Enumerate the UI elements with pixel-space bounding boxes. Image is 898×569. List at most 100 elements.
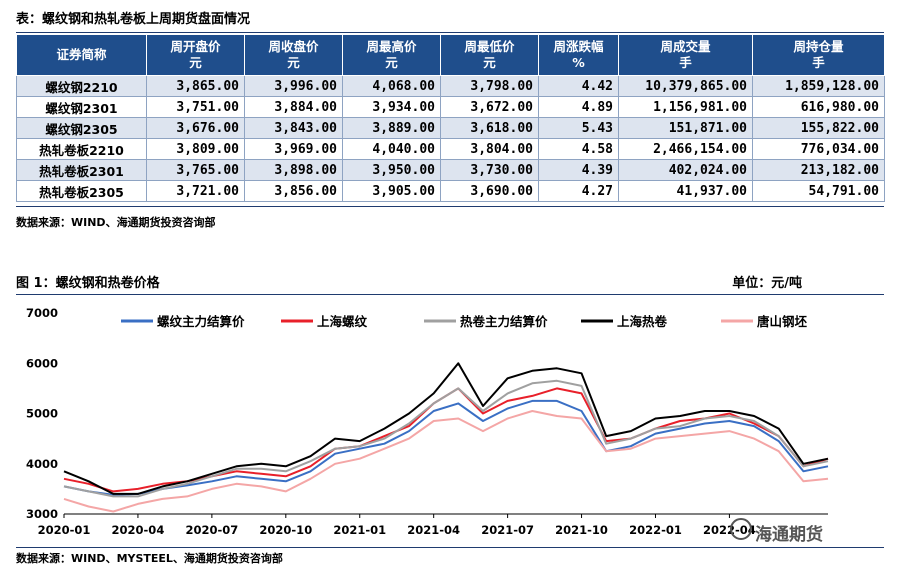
table-source: 数据来源：WIND、海通期货投资咨询部	[16, 216, 216, 229]
header-unit: 元	[385, 55, 398, 70]
value-cell: 3,798.00	[440, 75, 539, 97]
price-line-chart: 3000 4000 5000 6000 7000 2020-01 2020-04 2020-0…	[26, 306, 829, 537]
legend-label: 上海螺纹	[317, 314, 368, 329]
value-cell: 3,843.00	[244, 117, 343, 139]
header-unit: 手	[812, 55, 825, 70]
figure-caption: 图 1：螺纹钢和热卷价格	[16, 276, 160, 291]
table-top-rule	[16, 32, 884, 33]
y-tick-label: 3000	[26, 507, 58, 521]
value-cell: 3,730.00	[440, 159, 539, 181]
table-header-row: 证券简称 周开盘价元周收盘价元周最高价元周最低价元周涨跌幅% 周成交量手周持仓量手	[16, 34, 885, 76]
value-cell: 402,024.00	[618, 159, 753, 181]
header-unit: 元	[287, 55, 300, 70]
figure-bottom-rule	[16, 547, 884, 548]
x-tick-label: 2020-07	[185, 523, 238, 537]
table-header-cell: 周收盘价元	[244, 34, 343, 76]
table-bottom-rule	[16, 206, 884, 207]
value-cell: 10,379,865.00	[618, 75, 753, 97]
header-label: 周最高价	[366, 39, 417, 54]
table-header-cell: 周持仓量手	[752, 34, 885, 76]
header-unit: 手	[679, 55, 692, 70]
value-cell: 4.27	[538, 180, 619, 202]
value-cell: 4.39	[538, 159, 619, 181]
x-tick-label: 2021-04	[407, 523, 460, 537]
y-tick-label: 4000	[26, 457, 58, 471]
table-caption: 表：螺纹钢和热轧卷板上周期货盘面情况	[16, 12, 251, 27]
value-cell: 776,034.00	[752, 138, 885, 160]
header-unit: 元	[483, 55, 496, 70]
legend-label: 螺纹主力结算价	[157, 314, 245, 329]
series-line	[63, 379, 829, 498]
table-header-cell: 周最高价元	[342, 34, 441, 76]
y-tick-label: 6000	[26, 356, 58, 370]
table-row: 热轧卷板2305 3,721.00 3,856.00 3,905.00 3,690.00…	[16, 180, 885, 202]
x-tick-label: 2020-01	[38, 523, 91, 537]
value-cell: 3,751.00	[146, 96, 245, 118]
value-cell: 3,884.00	[244, 96, 343, 118]
x-tick-label: 2021-10	[555, 523, 608, 537]
table-header-cell: 周最低价元	[440, 34, 539, 76]
value-cell: 3,804.00	[440, 138, 539, 160]
header-unit: %	[572, 55, 585, 70]
security-name-cell: 螺纹钢2210	[16, 75, 147, 97]
security-name-cell: 热轧卷板2305	[16, 180, 147, 202]
security-name-cell: 热轧卷板2301	[16, 159, 147, 181]
value-cell: 54,791.00	[752, 180, 885, 202]
header-label: 周持仓量	[793, 39, 844, 54]
y-tick-label: 7000	[26, 306, 58, 320]
value-cell: 3,889.00	[342, 117, 441, 139]
value-cell: 3,996.00	[244, 75, 343, 97]
x-tick-label: 2020-04	[112, 523, 165, 537]
value-cell: 1,156,981.00	[618, 96, 753, 118]
x-tick-label: 2020-10	[259, 523, 312, 537]
value-cell: 3,856.00	[244, 180, 343, 202]
legend-label: 唐山钢坯	[757, 314, 808, 329]
header-unit: 元	[189, 55, 202, 70]
x-tick-label: 2022-01	[629, 523, 682, 537]
header-label: 周开盘价	[170, 39, 221, 54]
value-cell: 4,040.00	[342, 138, 441, 160]
y-tick-label: 5000	[26, 407, 58, 421]
series-line	[63, 399, 829, 496]
value-cell: 3,950.00	[342, 159, 441, 181]
value-cell: 3,618.00	[440, 117, 539, 139]
value-cell: 155,822.00	[752, 117, 885, 139]
value-cell: 3,809.00	[146, 138, 245, 160]
value-cell: 151,871.00	[618, 117, 753, 139]
value-cell: 4,068.00	[342, 75, 441, 97]
watermark: 海通期货	[755, 525, 823, 545]
value-cell: 213,182.00	[752, 159, 885, 181]
value-cell: 3,969.00	[244, 138, 343, 160]
legend-label: 热卷主力结算价	[460, 314, 548, 329]
value-cell: 3,905.00	[342, 180, 441, 202]
value-cell: 3,765.00	[146, 159, 245, 181]
security-name-cell: 螺纹钢2305	[16, 117, 147, 139]
table-row: 螺纹钢2210 3,865.00 3,996.00 4,068.00 3,798.00 4…	[16, 75, 885, 97]
table-header-cell: 周涨跌幅%	[538, 34, 619, 76]
table-header-cell: 证券简称	[16, 34, 147, 76]
table-body: 螺纹钢2210 3,865.00 3,996.00 4,068.00 3,798.00 4…	[16, 75, 885, 202]
x-tick-label: 2021-07	[481, 523, 534, 537]
value-cell: 1,859,128.00	[752, 75, 885, 97]
value-cell: 3,865.00	[146, 75, 245, 97]
x-tick-label: 2021-01	[333, 523, 386, 537]
value-cell: 3,898.00	[244, 159, 343, 181]
table-header-cell: 周成交量手	[618, 34, 753, 76]
table-row: 螺纹钢2305 3,676.00 3,843.00 3,889.00 3,618.00 5…	[16, 117, 885, 139]
header-label: 周成交量	[660, 39, 711, 54]
table-row: 热轧卷板2301 3,765.00 3,898.00 3,950.00 3,730.00…	[16, 159, 885, 181]
value-cell: 616,980.00	[752, 96, 885, 118]
value-cell: 3,676.00	[146, 117, 245, 139]
header-label: 证券简称	[56, 47, 107, 62]
futures-table: 证券简称 周开盘价元周收盘价元周最高价元周最低价元周涨跌幅% 周成交量手周持仓量手 …	[16, 34, 885, 202]
header-label: 周涨跌幅	[553, 39, 604, 54]
header-label: 周最低价	[464, 39, 515, 54]
wechat-logo-icon	[730, 518, 752, 540]
value-cell: 3,934.00	[342, 96, 441, 118]
figure-unit: 单位：元/吨	[732, 276, 802, 291]
value-cell: 41,937.00	[618, 180, 753, 202]
value-cell: 3,690.00	[440, 180, 539, 202]
value-cell: 4.42	[538, 75, 619, 97]
security-name-cell: 螺纹钢2301	[16, 96, 147, 118]
value-cell: 5.43	[538, 117, 619, 139]
